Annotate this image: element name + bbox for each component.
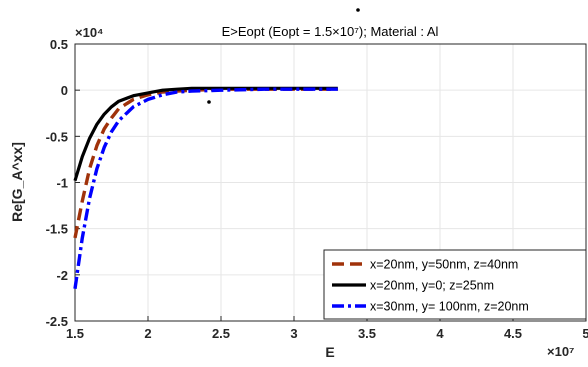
ticks: 1.5 2 2.5 3 3.5 4 4.5 5 0.5 0 -0.5 -1 -1.5 -2 -2.5 — [46, 37, 588, 341]
y-tick-label: -2.5 — [46, 314, 68, 329]
chart-title: E>Eopt (Eopt = 1.5×10⁷); Material : Al — [222, 24, 439, 39]
x-tick-label: 2.5 — [212, 326, 230, 341]
series — [73, 86, 338, 289]
legend: x=20nm, y=50nm, z=40nm x=20nm, y=0; z=25n… — [323, 249, 587, 320]
y-tick-label: -1.5 — [46, 222, 68, 237]
y-tick-label: -1 — [56, 176, 68, 191]
stray-dot — [356, 8, 360, 12]
x-tick-label: 4.5 — [504, 326, 522, 341]
x-tick-label: 1.5 — [66, 326, 84, 341]
y-tick-label: -0.5 — [46, 129, 68, 144]
x-axis-label: E — [325, 344, 334, 360]
x-tick-label: 3.5 — [358, 326, 376, 341]
legend-label: x=20nm, y=50nm, z=40nm — [370, 258, 518, 272]
y-axis-label: Re[G_A^xx] — [9, 142, 25, 222]
x-axis-multiplier: ×10⁷ — [547, 344, 574, 359]
x-tick-label: 2 — [144, 326, 151, 341]
x-tick-label: 3 — [290, 326, 297, 341]
y-tick-label: 0 — [61, 83, 68, 98]
y-tick-label: -2 — [56, 268, 68, 283]
y-tick-label: 0.5 — [50, 37, 68, 52]
legend-label: x=30nm, y= 100nm, z=20nm — [370, 300, 529, 314]
stray-dot — [207, 100, 211, 104]
x-tick-label: 4 — [436, 326, 444, 341]
legend-label: x=20nm, y=0; z=25nm — [370, 279, 494, 293]
y-axis-multiplier: ×10⁴ — [75, 25, 103, 40]
x-tick-label: 5 — [582, 326, 588, 341]
legend-box — [323, 249, 587, 320]
series-line — [73, 86, 338, 182]
series-line — [73, 87, 338, 289]
